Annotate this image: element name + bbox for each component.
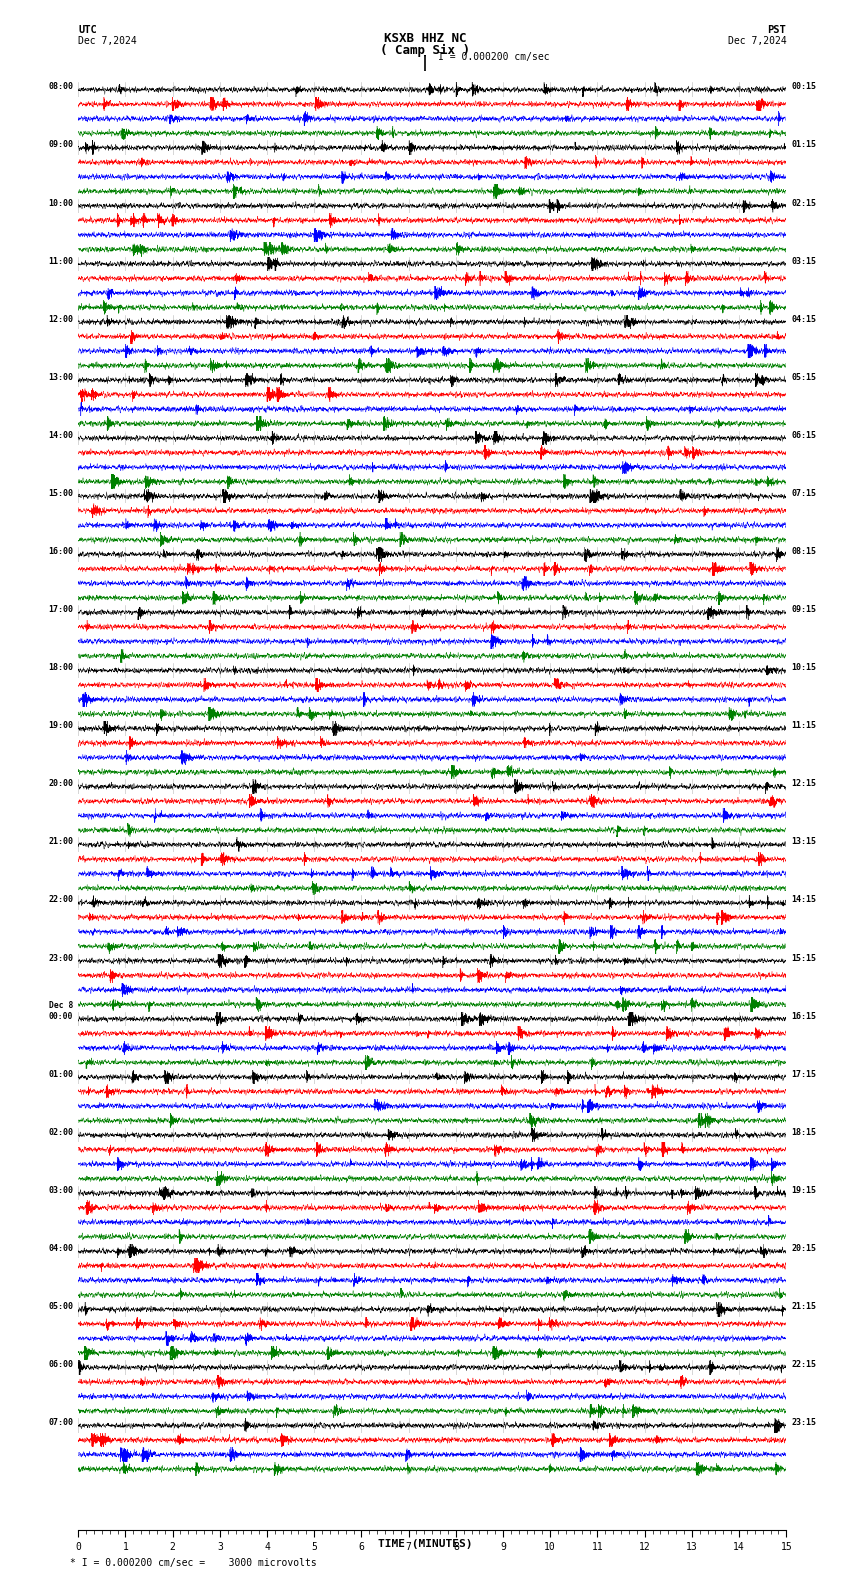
Text: ( Camp Six ): ( Camp Six ) xyxy=(380,44,470,57)
Text: TIME (MINUTES): TIME (MINUTES) xyxy=(377,1540,473,1549)
Text: 07:00: 07:00 xyxy=(48,1418,73,1427)
Text: 23:15: 23:15 xyxy=(791,1418,816,1427)
Text: * I = 0.000200 cm/sec =    3000 microvolts: * I = 0.000200 cm/sec = 3000 microvolts xyxy=(70,1559,316,1568)
Text: 12:15: 12:15 xyxy=(791,779,816,789)
Text: 06:00: 06:00 xyxy=(48,1361,73,1369)
Text: 06:15: 06:15 xyxy=(791,431,816,440)
Text: 20:15: 20:15 xyxy=(791,1243,816,1253)
Text: 03:00: 03:00 xyxy=(48,1186,73,1194)
Text: 04:00: 04:00 xyxy=(48,1243,73,1253)
Text: 08:15: 08:15 xyxy=(791,546,816,556)
Text: 11:15: 11:15 xyxy=(791,721,816,730)
Text: 01:00: 01:00 xyxy=(48,1069,73,1079)
Text: 21:15: 21:15 xyxy=(791,1302,816,1312)
Text: 02:00: 02:00 xyxy=(48,1128,73,1137)
Text: 02:15: 02:15 xyxy=(791,198,816,208)
Text: 13:00: 13:00 xyxy=(48,372,73,382)
Text: I = 0.000200 cm/sec: I = 0.000200 cm/sec xyxy=(438,52,549,62)
Text: 01:15: 01:15 xyxy=(791,141,816,149)
Text: 09:15: 09:15 xyxy=(791,605,816,615)
Text: 23:00: 23:00 xyxy=(48,954,73,963)
Text: 08:00: 08:00 xyxy=(48,82,73,92)
Text: 05:15: 05:15 xyxy=(791,372,816,382)
Text: 15:15: 15:15 xyxy=(791,954,816,963)
Text: 18:00: 18:00 xyxy=(48,664,73,672)
Text: 17:15: 17:15 xyxy=(791,1069,816,1079)
Text: KSXB HHZ NC: KSXB HHZ NC xyxy=(383,32,467,44)
Text: 15:00: 15:00 xyxy=(48,489,73,497)
Text: Dec 7,2024: Dec 7,2024 xyxy=(728,36,786,46)
Text: 09:00: 09:00 xyxy=(48,141,73,149)
Text: 18:15: 18:15 xyxy=(791,1128,816,1137)
Text: 14:00: 14:00 xyxy=(48,431,73,440)
Text: 03:15: 03:15 xyxy=(791,257,816,266)
Text: 22:15: 22:15 xyxy=(791,1361,816,1369)
Text: 10:00: 10:00 xyxy=(48,198,73,208)
Text: 14:15: 14:15 xyxy=(791,895,816,904)
Text: 05:00: 05:00 xyxy=(48,1302,73,1312)
Text: UTC: UTC xyxy=(78,25,97,35)
Text: 10:15: 10:15 xyxy=(791,664,816,672)
Text: 16:00: 16:00 xyxy=(48,546,73,556)
Text: 20:00: 20:00 xyxy=(48,779,73,789)
Text: 16:15: 16:15 xyxy=(791,1012,816,1020)
Text: 12:00: 12:00 xyxy=(48,315,73,323)
Text: Dec 7,2024: Dec 7,2024 xyxy=(78,36,137,46)
Text: 13:15: 13:15 xyxy=(791,838,816,846)
Text: 22:00: 22:00 xyxy=(48,895,73,904)
Text: 21:00: 21:00 xyxy=(48,838,73,846)
Text: 04:15: 04:15 xyxy=(791,315,816,323)
Text: 11:00: 11:00 xyxy=(48,257,73,266)
Text: 17:00: 17:00 xyxy=(48,605,73,615)
Text: PST: PST xyxy=(768,25,786,35)
Text: 00:15: 00:15 xyxy=(791,82,816,92)
Text: Dec 8: Dec 8 xyxy=(48,1001,73,1011)
Text: 07:15: 07:15 xyxy=(791,489,816,497)
Text: 19:15: 19:15 xyxy=(791,1186,816,1194)
Text: 19:00: 19:00 xyxy=(48,721,73,730)
Text: 00:00: 00:00 xyxy=(48,1012,73,1020)
